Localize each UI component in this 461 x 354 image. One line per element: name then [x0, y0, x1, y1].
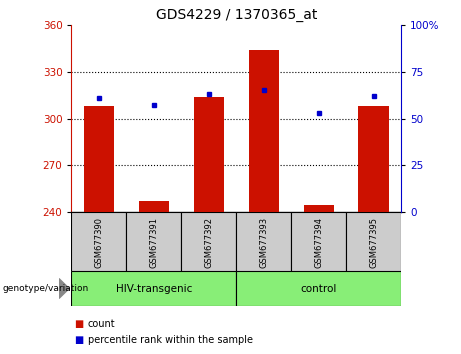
Text: GSM677393: GSM677393	[259, 217, 268, 268]
Bar	[71, 212, 126, 271]
Title: GDS4229 / 1370365_at: GDS4229 / 1370365_at	[155, 8, 317, 22]
Bar	[126, 212, 181, 271]
Text: GSM677391: GSM677391	[149, 217, 159, 268]
Text: percentile rank within the sample: percentile rank within the sample	[88, 335, 253, 345]
Bar	[139, 201, 169, 212]
Text: ■: ■	[74, 319, 83, 329]
Text: ■: ■	[74, 335, 83, 345]
Text: count: count	[88, 319, 115, 329]
Text: control: control	[301, 284, 337, 293]
Bar	[236, 271, 401, 306]
Text: GSM677390: GSM677390	[95, 217, 103, 268]
Bar	[194, 97, 224, 212]
Bar	[346, 212, 401, 271]
Bar	[248, 50, 279, 212]
Bar	[181, 212, 236, 271]
Text: genotype/variation: genotype/variation	[2, 284, 89, 293]
Text: GSM677392: GSM677392	[204, 217, 213, 268]
Polygon shape	[59, 279, 69, 298]
Bar	[303, 205, 334, 212]
Bar	[236, 212, 291, 271]
Bar	[291, 212, 346, 271]
Bar	[71, 271, 236, 306]
Text: HIV-transgenic: HIV-transgenic	[116, 284, 192, 293]
Bar	[359, 106, 389, 212]
Bar	[84, 106, 114, 212]
Text: GSM677395: GSM677395	[369, 217, 378, 268]
Text: GSM677394: GSM677394	[314, 217, 323, 268]
